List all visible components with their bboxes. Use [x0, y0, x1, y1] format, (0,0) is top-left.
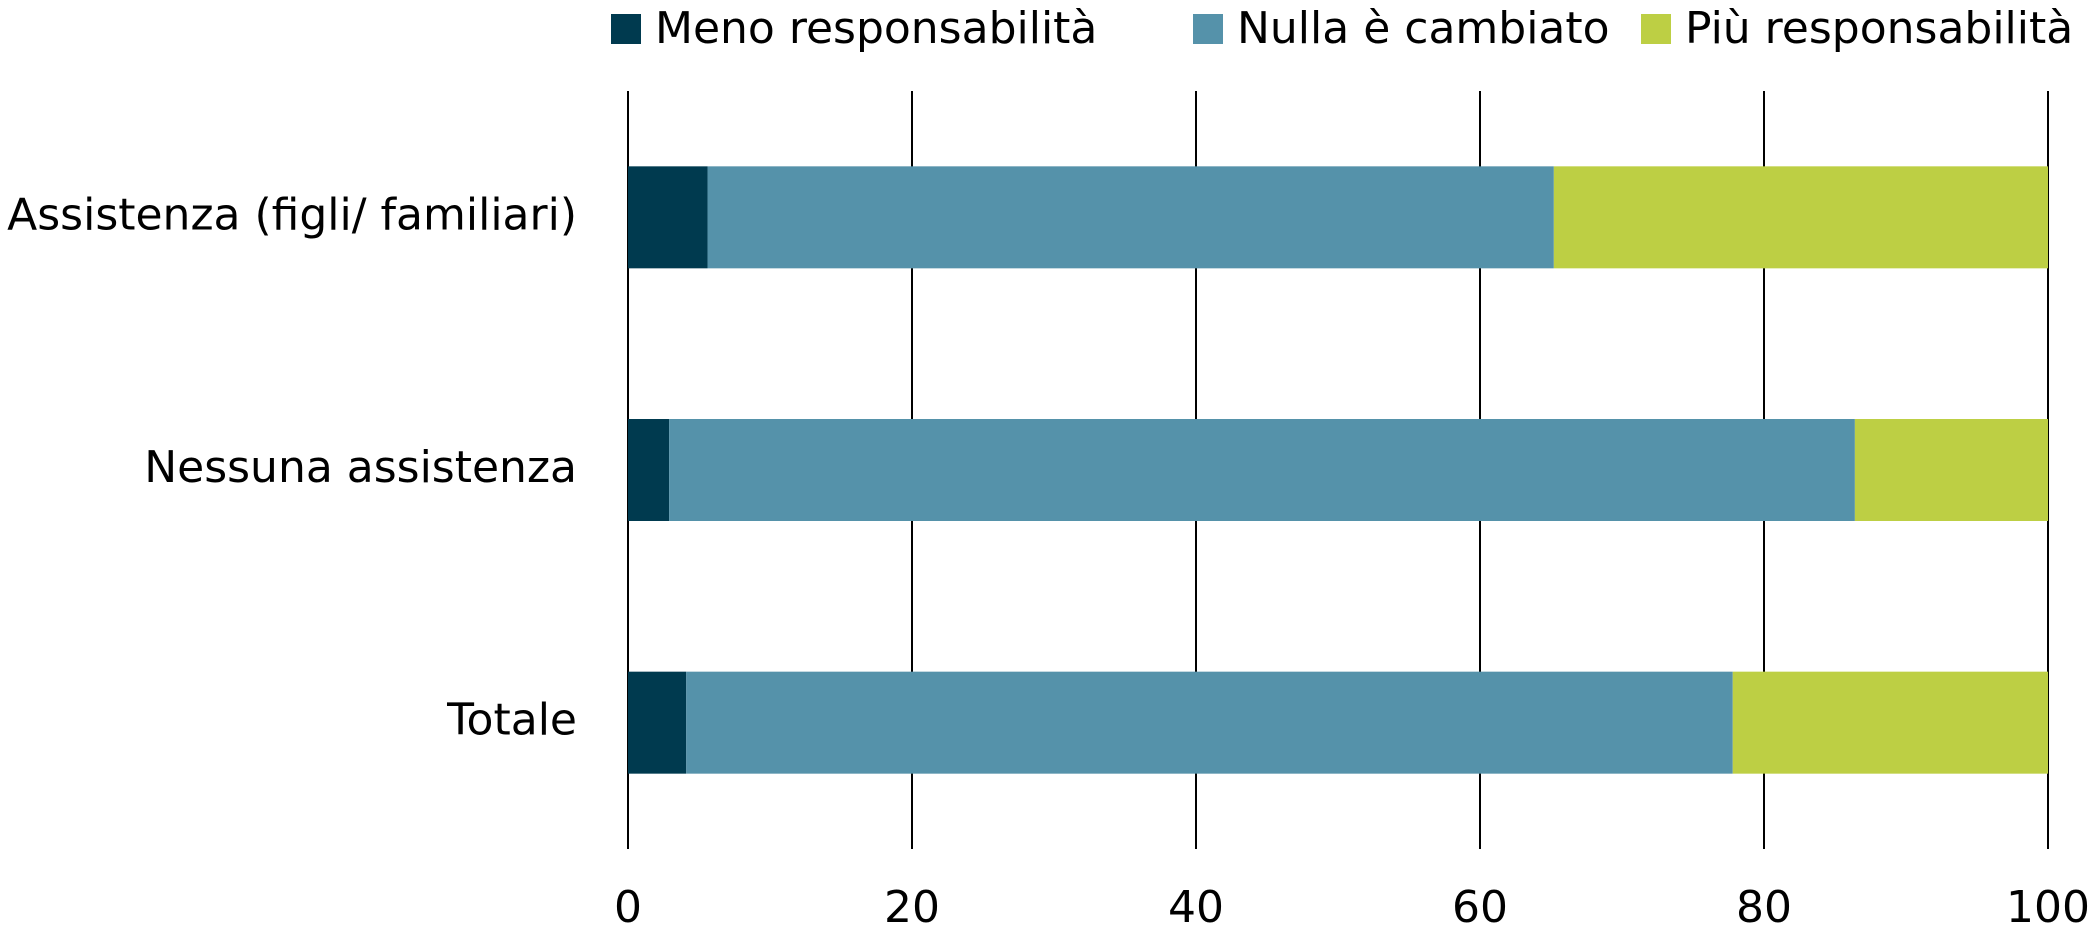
legend-label: Meno responsabilità	[655, 3, 1097, 54]
legend-label: Più responsabilità	[1685, 3, 2073, 54]
x-tick-label: 80	[1736, 882, 1792, 933]
x-tick-label: 0	[614, 882, 642, 933]
legend-swatch	[611, 14, 641, 44]
bar-segment	[707, 166, 1554, 269]
legend-label: Nulla è cambiato	[1237, 3, 1610, 54]
x-tick-label: 20	[884, 882, 940, 933]
x-tick-label: 40	[1168, 882, 1224, 933]
bar-segment	[628, 419, 670, 521]
y-tick-label: Assistenza (figli/ familiari)	[7, 189, 577, 240]
legend-swatch	[1193, 14, 1223, 44]
x-tick-label: 100	[2006, 882, 2090, 933]
bar-segment	[686, 671, 1733, 774]
bar-segment	[1854, 419, 2048, 521]
x-tick-label: 60	[1452, 882, 1508, 933]
bar-segment	[1732, 671, 2048, 774]
legend-swatch	[1641, 14, 1671, 44]
bar-segment	[628, 166, 708, 269]
y-tick-label: Nessuna assistenza	[144, 442, 577, 493]
bar-segment	[628, 671, 687, 774]
y-tick-label: Totale	[446, 695, 577, 746]
bar-segment	[1553, 166, 2048, 269]
bar-segment	[669, 419, 1855, 521]
